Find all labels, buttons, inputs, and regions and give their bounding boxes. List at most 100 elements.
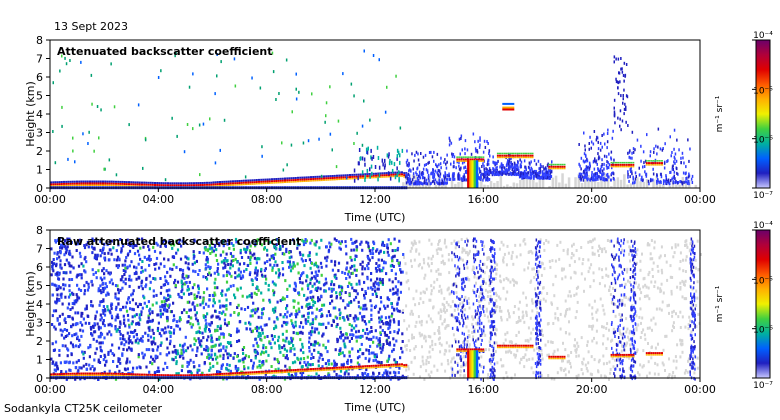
heatmap-cell [467,158,470,161]
heatmap-cell [428,160,430,164]
x-tick-label: 00:00 [684,193,716,206]
heatmap-cell [346,358,350,362]
heatmap-cell [268,180,271,183]
heatmap-cell [167,297,170,301]
heatmap-cell [104,363,107,367]
heatmap-cell [286,304,289,308]
heatmap-cell [265,350,268,354]
heatmap-cell [99,289,102,293]
heatmap-cell [169,182,172,185]
heatmap-cell [128,323,131,327]
heatmap-cell [448,177,451,181]
heatmap-cell [316,177,319,180]
heatmap-cell [235,240,238,244]
heatmap-cell [658,162,661,165]
heatmap-cell [67,252,71,256]
heatmap-cell [361,265,364,269]
heatmap-cell [212,181,215,184]
heatmap-cell [178,241,181,245]
heatmap-cell [396,259,399,262]
heatmap-cell [238,184,241,186]
heatmap-cell [359,262,362,266]
heatmap-cell [486,140,488,143]
heatmap-cell [508,165,510,168]
heatmap-cell [608,175,610,179]
heatmap-cell [385,339,388,343]
heatmap-cell [297,291,300,295]
heatmap-cell [386,250,389,254]
heatmap-cell [297,307,300,311]
heatmap-cell [691,174,694,178]
heatmap-cell [304,259,307,262]
heatmap-cell [107,308,110,312]
heatmap-cell [150,355,153,359]
heatmap-cell [361,307,365,311]
heatmap-cell [80,311,83,315]
heatmap-cell [427,176,430,180]
heatmap-cell [254,243,257,246]
heatmap-cell [278,273,281,277]
heatmap-cell [178,319,181,323]
heatmap-cell [220,260,223,264]
heatmap-cell [290,181,293,183]
heatmap-cell [56,317,59,321]
heatmap-cell [502,185,506,189]
heatmap-cell [224,349,227,353]
heatmap-cell [334,260,337,264]
heatmap-cell [159,343,162,347]
heatmap-cell [210,246,213,250]
heatmap-cell [605,155,608,159]
heatmap-cell [266,335,269,338]
heatmap-cell [308,346,311,349]
heatmap-cell [386,342,389,345]
heatmap-cell [207,304,210,308]
heatmap-cell [52,81,54,85]
heatmap-cell [89,345,92,349]
heatmap-cell [192,269,195,273]
heatmap-cell [298,277,301,281]
heatmap-cell [464,158,467,161]
heatmap-cell [480,175,483,189]
heatmap-cell [431,171,433,175]
heatmap-cell [373,355,376,359]
heatmap-cell [323,175,325,178]
heatmap-cell [300,330,303,334]
heatmap-cell [199,173,201,177]
heatmap-cell [226,352,229,356]
heatmap-cell [164,243,167,247]
heatmap-cell [386,243,389,247]
heatmap-cell [389,264,392,268]
heatmap-cell [585,172,587,176]
heatmap-cell [327,310,330,314]
heatmap-cell [617,57,620,61]
heatmap-cell [407,172,410,176]
heatmap-cell [379,325,382,329]
heatmap-cell [127,341,130,345]
heatmap-cell [357,176,359,181]
heatmap-cell [458,167,461,171]
heatmap-cell [62,277,65,281]
heatmap-cell [160,328,163,332]
heatmap-cell [444,171,446,175]
heatmap-cell [286,181,289,183]
heatmap-cell [214,244,217,247]
heatmap-cell [433,159,435,163]
heatmap-cell [610,150,613,154]
heatmap-cell [322,343,325,347]
heatmap-cell [338,240,341,244]
heatmap-cell [288,284,291,288]
heatmap-cell [409,181,412,185]
heatmap-cell [670,170,672,174]
heatmap-cell [509,152,512,155]
heatmap-cell [353,248,356,252]
heatmap-cell [52,269,55,273]
heatmap-cell [505,152,508,155]
heatmap-cell [281,273,285,277]
heatmap-cell [132,181,135,184]
heatmap-cell [370,351,373,355]
heatmap-cell [529,152,532,155]
heatmap-cell [457,240,460,244]
heatmap-cell [196,330,199,334]
heatmap-cell [83,244,86,247]
heatmap-cell [596,162,598,166]
